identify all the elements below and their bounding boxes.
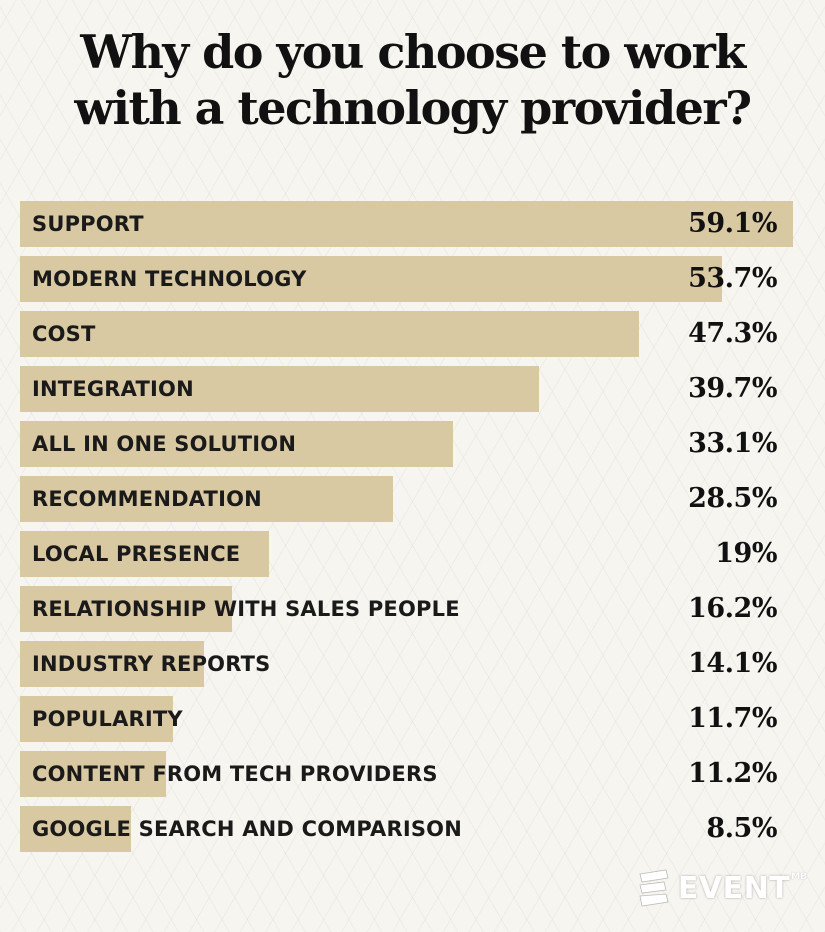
bar-category-label: GOOGLE SEARCH AND COMPARISON [32, 817, 462, 841]
bar [20, 476, 393, 522]
event-mb-logo: EVENT MB [636, 866, 807, 910]
bar [20, 751, 166, 797]
bar-value-label: 47.3% [688, 318, 777, 349]
bar-row: RECOMMENDATION 28.5% [20, 476, 793, 522]
bar-category-label: RELATIONSHIP WITH SALES PEOPLE [32, 597, 460, 621]
bar-category-label: SUPPORT [32, 212, 144, 236]
bar [20, 696, 173, 742]
bar-value-label: 8.5% [706, 813, 777, 844]
bar-value-label: 39.7% [688, 373, 777, 404]
chart-title-line-1: Why do you choose to work [80, 25, 746, 79]
bar-value-label: 53.7% [688, 263, 777, 294]
bar [20, 641, 204, 687]
bar-row: POPULARITY 11.7% [20, 696, 793, 742]
chart-title-line-2: with a technology provider? [74, 81, 752, 135]
bar-category-label: COST [32, 322, 96, 346]
logo-superscript: MB [791, 872, 807, 882]
bar-value-label: 28.5% [688, 483, 777, 514]
bar-category-label: MODERN TECHNOLOGY [32, 267, 307, 291]
bar-category-label: LOCAL PRESENCE [32, 542, 241, 566]
chart-title: Why do you choose to work with a technol… [0, 24, 825, 136]
bar-category-label: INTEGRATION [32, 377, 194, 401]
bar-category-label: INDUSTRY REPORTS [32, 652, 271, 676]
bar-category-label: RECOMMENDATION [32, 487, 262, 511]
bar-row: INDUSTRY REPORTS 14.1% [20, 641, 793, 687]
bar-category-label: POPULARITY [32, 707, 183, 731]
bar-value-label: 11.2% [688, 758, 777, 789]
bar-value-label: 11.7% [688, 703, 777, 734]
bar [20, 201, 793, 247]
bar-row: MODERN TECHNOLOGY 53.7% [20, 256, 793, 302]
bar-category-label: ALL IN ONE SOLUTION [32, 432, 297, 456]
bar [20, 421, 453, 467]
bar [20, 256, 722, 302]
bar-row: LOCAL PRESENCE 19% [20, 531, 793, 577]
bar-value-label: 59.1% [688, 208, 777, 239]
bar [20, 531, 269, 577]
bar-value-label: 14.1% [688, 648, 777, 679]
bar [20, 806, 131, 852]
bar-value-label: 16.2% [688, 593, 777, 624]
bar-category-label: CONTENT FROM TECH PROVIDERS [32, 762, 438, 786]
event-mb-logo-icon [636, 868, 672, 908]
bar-row: CONTENT FROM TECH PROVIDERS 11.2% [20, 751, 793, 797]
bar-row: RELATIONSHIP WITH SALES PEOPLE 16.2% [20, 586, 793, 632]
bar [20, 311, 639, 357]
bar-value-label: 19% [715, 538, 777, 569]
bar [20, 586, 232, 632]
bar-value-label: 33.1% [688, 428, 777, 459]
bar-row: ALL IN ONE SOLUTION 33.1% [20, 421, 793, 467]
bar-row: SUPPORT 59.1% [20, 201, 793, 247]
logo-text: EVENT [677, 870, 791, 906]
bar [20, 366, 539, 412]
bar-row: COST 47.3% [20, 311, 793, 357]
bar-row: GOOGLE SEARCH AND COMPARISON 8.5% [20, 806, 793, 852]
bar-row: INTEGRATION 39.7% [20, 366, 793, 412]
